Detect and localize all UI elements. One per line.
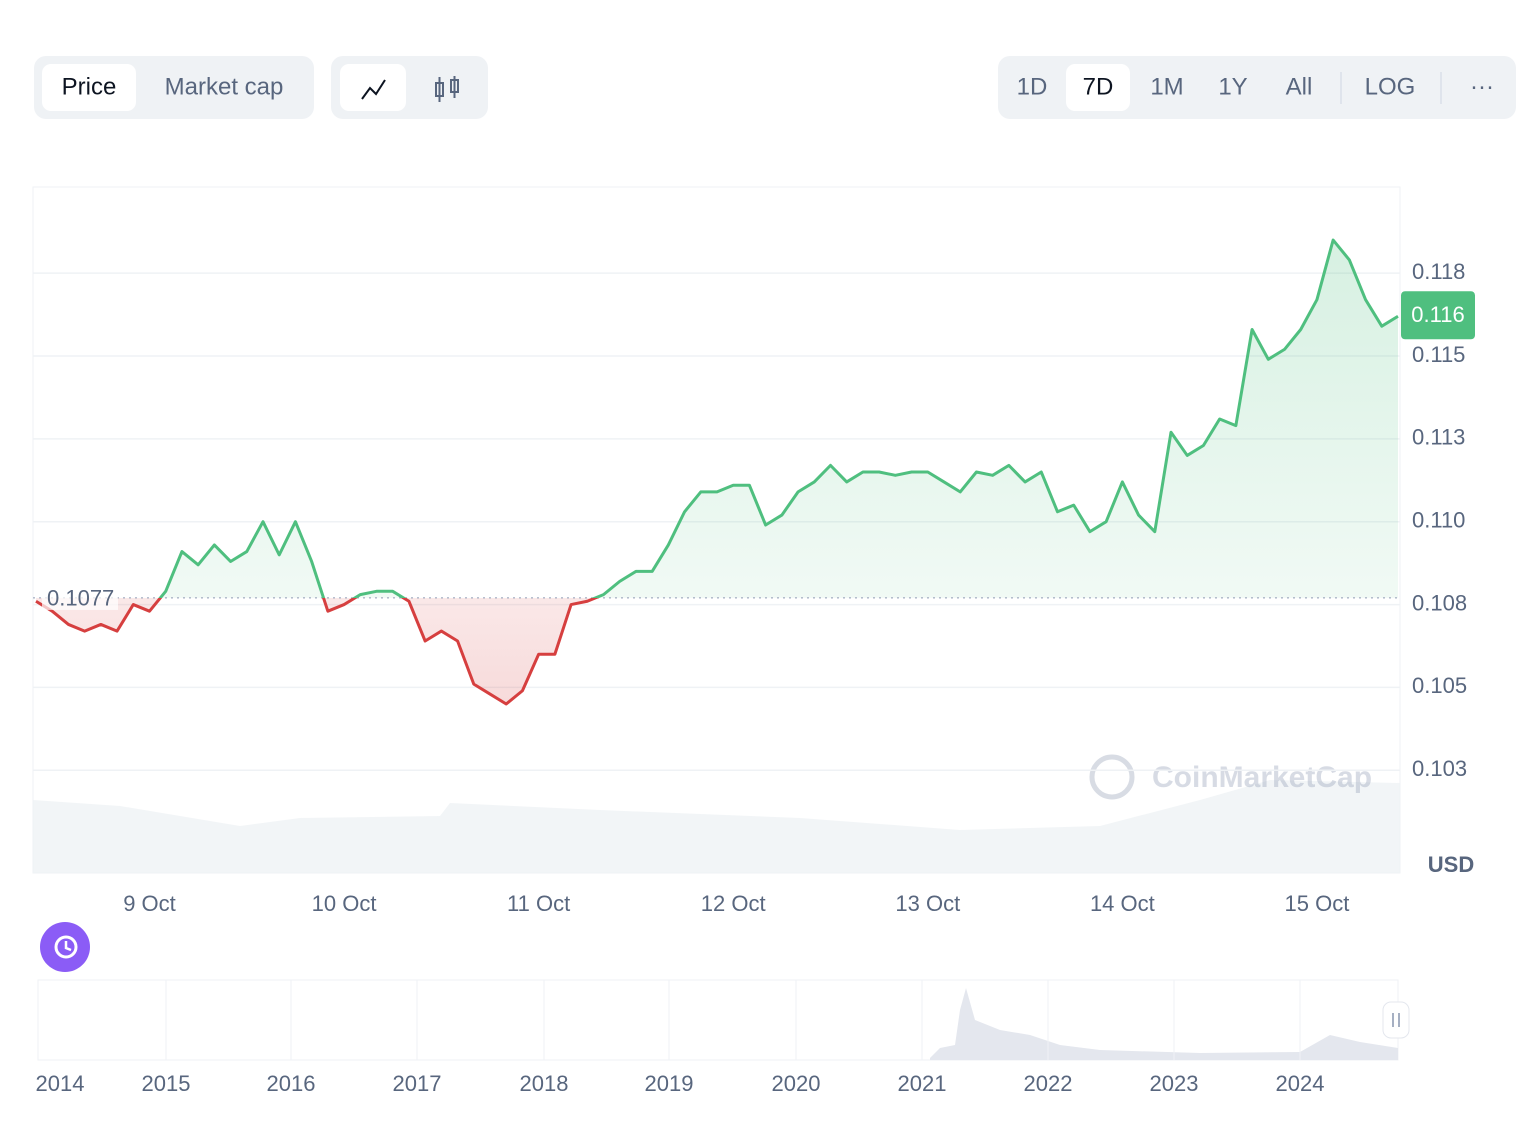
currency: USD [1428, 852, 1474, 877]
y-tick-label: 0.115 [1412, 342, 1465, 367]
year-label: 2023 [1150, 1071, 1199, 1096]
year-label: 2014 [36, 1071, 85, 1096]
navigator-frame [37, 979, 1399, 1061]
y-tick-label: 0.108 [1412, 590, 1467, 615]
x-tick-label: 15 Oct [1285, 891, 1350, 916]
price-line [35, 238, 1399, 706]
year-label: 2022 [1024, 1071, 1073, 1096]
baseline-label: 0.1077 [47, 586, 114, 611]
selected-range [1066, 64, 1130, 111]
range-tab[interactable]: 1Y [1218, 73, 1247, 100]
watermark: CoinMarketCap [1152, 761, 1372, 794]
baseline-label-bg [42, 583, 118, 610]
history-button-tip [40, 937, 50, 957]
watermark-logo [1089, 754, 1135, 800]
y-tick-label: 0.105 [1412, 673, 1467, 698]
x-tick-label: 10 Oct [312, 891, 377, 916]
navigator-area [930, 988, 1398, 1060]
year-label: 2021 [898, 1071, 947, 1096]
handle-grip [1392, 1013, 1400, 1027]
x-tick-label: 12 Oct [701, 891, 766, 916]
year-label: 2016 [267, 1071, 316, 1096]
more-button[interactable]: ··· [1470, 73, 1494, 100]
year-label: 2015 [142, 1071, 191, 1096]
candle-button[interactable] [435, 76, 459, 102]
line-icon [361, 79, 386, 100]
x-tick-label: 9 Oct [123, 891, 176, 916]
range-tab[interactable]: 7D [1083, 73, 1114, 100]
year-label: 2019 [645, 1071, 694, 1096]
y-tick-label: 0.113 [1412, 425, 1465, 450]
current-price-badge [1401, 291, 1475, 340]
range-tab[interactable]: 1D [1017, 73, 1048, 100]
year-label: 2024 [1276, 1071, 1325, 1096]
line-button[interactable] [340, 64, 406, 111]
x-tick-label: 13 Oct [895, 891, 960, 916]
range-tab[interactable]: All [1286, 73, 1313, 100]
navigator-handle[interactable] [1382, 1001, 1410, 1039]
history-hand [64, 941, 72, 952]
y-tick-label: 0.118 [1412, 259, 1465, 284]
year-label: 2020 [772, 1071, 821, 1096]
year-label: 2017 [393, 1071, 442, 1096]
price-area [36, 240, 1398, 704]
range-tab[interactable]: 1M [1150, 73, 1183, 100]
year-label: 2018 [520, 1071, 569, 1096]
selected-tab [42, 64, 136, 111]
current-price: 0.116 [1411, 302, 1464, 327]
tab[interactable]: Price [62, 73, 117, 100]
x-tick-label: 11 Oct [507, 891, 570, 916]
tab[interactable]: Market cap [165, 73, 284, 100]
volume-area [33, 780, 1400, 873]
history-icon [54, 935, 78, 959]
x-tick-label: 14 Oct [1090, 891, 1155, 916]
y-tick-label: 0.103 [1412, 756, 1467, 781]
y-tick-label: 0.110 [1412, 508, 1465, 533]
log-toggle[interactable]: LOG [1365, 73, 1416, 100]
